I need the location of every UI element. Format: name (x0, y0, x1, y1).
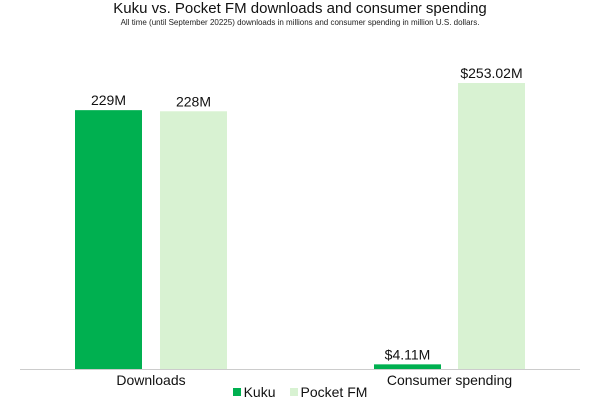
legend-item-kuku: Kuku (232, 384, 276, 400)
x-tick-label: Consumer spending (387, 372, 512, 388)
legend-item-pocket-fm: Pocket FM (289, 384, 368, 400)
data-label: $253.02M (460, 65, 522, 81)
data-label: 229M (91, 92, 126, 108)
chart-title: Kuku vs. Pocket FM downloads and consume… (113, 0, 487, 17)
bar-pocket-fm (458, 83, 525, 369)
legend-label: Pocket FM (300, 384, 368, 400)
legend: Kuku Pocket FM (0, 385, 600, 400)
data-label: $4.11M (385, 346, 431, 362)
bar-kuku (374, 364, 441, 369)
bar-pocket-fm (160, 111, 227, 369)
legend-swatch (289, 388, 298, 396)
x-tick-label: Downloads (116, 372, 185, 388)
bar-kuku (75, 110, 142, 370)
data-label: 228M (176, 93, 211, 109)
legend-swatch (232, 388, 241, 396)
legend-label: Kuku (243, 384, 276, 400)
chart-subtitle: All time (until September 20225) downloa… (120, 18, 480, 27)
